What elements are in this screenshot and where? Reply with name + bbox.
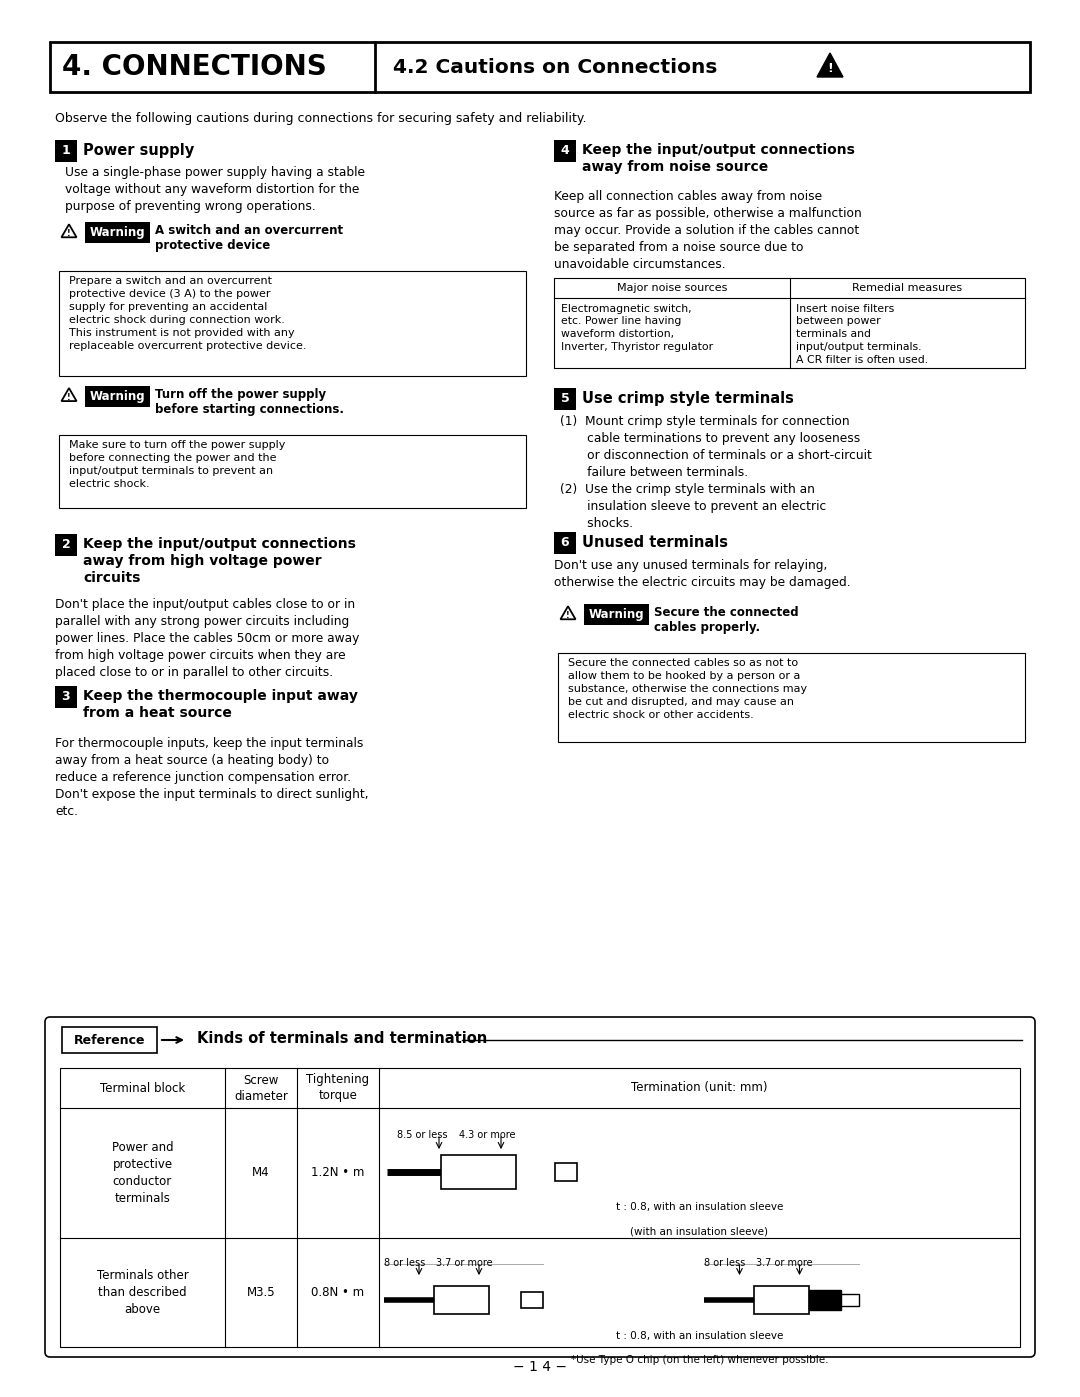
Text: Secure the connected cables so as not to
allow them to be hooked by a person or : Secure the connected cables so as not to… <box>568 658 807 721</box>
Text: 4.3 or more: 4.3 or more <box>459 1130 515 1140</box>
FancyBboxPatch shape <box>50 42 1030 92</box>
Circle shape <box>527 1165 541 1179</box>
Text: Power and
protective
conductor
terminals: Power and protective conductor terminals <box>111 1141 173 1206</box>
FancyBboxPatch shape <box>554 278 1025 367</box>
Text: For thermocouple inputs, keep the input terminals
away from a heat source (a hea: For thermocouple inputs, keep the input … <box>55 738 368 819</box>
FancyBboxPatch shape <box>45 1017 1035 1356</box>
Text: Don't place the input/output cables close to or in
parallel with any strong powe: Don't place the input/output cables clos… <box>55 598 360 679</box>
Text: 1: 1 <box>62 144 70 158</box>
FancyBboxPatch shape <box>584 604 649 626</box>
FancyBboxPatch shape <box>62 1027 157 1053</box>
Text: 8.5 or less: 8.5 or less <box>397 1130 447 1140</box>
Text: 1.2N • m: 1.2N • m <box>311 1166 365 1179</box>
FancyBboxPatch shape <box>554 532 576 555</box>
Text: 4.2 Cautions on Connections: 4.2 Cautions on Connections <box>393 57 717 77</box>
FancyBboxPatch shape <box>554 388 576 409</box>
FancyBboxPatch shape <box>85 222 150 243</box>
Text: Use crimp style terminals: Use crimp style terminals <box>582 391 794 407</box>
Text: Keep all connection cables away from noise
source as far as possible, otherwise : Keep all connection cables away from noi… <box>554 190 862 271</box>
Text: 8 or less: 8 or less <box>384 1259 426 1268</box>
Text: M3.5: M3.5 <box>246 1287 275 1299</box>
FancyBboxPatch shape <box>85 386 150 408</box>
Text: Terminal block: Terminal block <box>99 1081 185 1094</box>
Text: Keep the input/output connections
away from high voltage power
circuits: Keep the input/output connections away f… <box>83 536 356 585</box>
FancyBboxPatch shape <box>59 434 526 509</box>
Text: 3: 3 <box>62 690 70 704</box>
FancyBboxPatch shape <box>555 1162 577 1180</box>
Text: Warning: Warning <box>90 226 146 239</box>
Text: M4: M4 <box>253 1166 270 1179</box>
FancyBboxPatch shape <box>441 1155 516 1189</box>
Text: !: ! <box>827 61 833 74</box>
Text: Tightening
torque: Tightening torque <box>307 1073 369 1102</box>
Text: Observe the following cautions during connections for securing safety and reliab: Observe the following cautions during co… <box>55 112 586 124</box>
FancyBboxPatch shape <box>810 1289 841 1310</box>
Text: 3.7 or more: 3.7 or more <box>436 1259 492 1268</box>
FancyBboxPatch shape <box>434 1287 489 1315</box>
Text: !: ! <box>67 229 71 237</box>
Text: *Use Type O chip (on the left) whenever possible.: *Use Type O chip (on the left) whenever … <box>570 1355 828 1365</box>
Polygon shape <box>816 53 843 77</box>
Text: Secure the connected
cables properly.: Secure the connected cables properly. <box>654 606 798 634</box>
Text: Insert noise filters
between power
terminals and
input/output terminals.
A CR fi: Insert noise filters between power termi… <box>797 303 929 365</box>
Text: Keep the thermocouple input away
from a heat source: Keep the thermocouple input away from a … <box>83 689 357 719</box>
Text: A switch and an overcurrent
protective device: A switch and an overcurrent protective d… <box>156 224 343 253</box>
FancyBboxPatch shape <box>55 140 77 162</box>
Text: t : 0.8, with an insulation sleeve: t : 0.8, with an insulation sleeve <box>616 1331 783 1341</box>
Text: Major noise sources: Major noise sources <box>617 282 727 293</box>
FancyBboxPatch shape <box>558 652 1025 742</box>
Text: Turn off the power supply
before starting connections.: Turn off the power supply before startin… <box>156 388 345 416</box>
FancyBboxPatch shape <box>521 1292 543 1308</box>
Text: Prepare a switch and an overcurrent
protective device (3 A) to the power
supply : Prepare a switch and an overcurrent prot… <box>69 277 307 351</box>
Text: Use a single-phase power supply having a stable
voltage without any waveform dis: Use a single-phase power supply having a… <box>65 166 365 212</box>
Text: 6: 6 <box>561 536 569 549</box>
Text: 5: 5 <box>561 393 569 405</box>
Text: Terminals other
than described
above: Terminals other than described above <box>96 1268 188 1316</box>
FancyBboxPatch shape <box>55 534 77 556</box>
FancyBboxPatch shape <box>60 1067 1020 1347</box>
Text: (with an insulation sleeve): (with an insulation sleeve) <box>631 1227 769 1236</box>
FancyBboxPatch shape <box>59 271 526 376</box>
Text: 2: 2 <box>62 538 70 552</box>
Text: Termination (unit: mm): Termination (unit: mm) <box>631 1081 768 1094</box>
Text: Warning: Warning <box>90 390 146 404</box>
Text: Kinds of terminals and termination: Kinds of terminals and termination <box>197 1031 487 1046</box>
Text: !: ! <box>67 393 71 402</box>
FancyBboxPatch shape <box>841 1294 860 1306</box>
Text: 0.8N • m: 0.8N • m <box>311 1287 365 1299</box>
Text: t : 0.8, with an insulation sleeve: t : 0.8, with an insulation sleeve <box>616 1201 783 1213</box>
Text: Power supply: Power supply <box>83 142 194 158</box>
FancyBboxPatch shape <box>755 1287 810 1315</box>
Circle shape <box>498 1294 510 1306</box>
Text: 3.7 or more: 3.7 or more <box>756 1259 813 1268</box>
Text: Electromagnetic switch,
etc. Power line having
waveform distortion,
Inverter, Th: Electromagnetic switch, etc. Power line … <box>561 303 713 352</box>
Text: Warning: Warning <box>589 608 645 622</box>
FancyBboxPatch shape <box>55 686 77 708</box>
Text: Make sure to turn off the power supply
before connecting the power and the
input: Make sure to turn off the power supply b… <box>69 440 285 489</box>
Text: (1)  Mount crimp style terminals for connection
       cable terminations to pre: (1) Mount crimp style terminals for conn… <box>561 415 872 529</box>
Text: 4: 4 <box>561 144 569 158</box>
Text: Remedial measures: Remedial measures <box>852 282 962 293</box>
Text: !: ! <box>566 610 570 620</box>
Text: Keep the input/output connections
away from noise source: Keep the input/output connections away f… <box>582 142 855 175</box>
Text: 4. CONNECTIONS: 4. CONNECTIONS <box>62 53 327 81</box>
FancyBboxPatch shape <box>554 140 576 162</box>
Text: − 1 4 −: − 1 4 − <box>513 1361 567 1375</box>
Text: Reference: Reference <box>73 1034 145 1046</box>
Text: Unused terminals: Unused terminals <box>582 535 728 550</box>
Text: 8 or less: 8 or less <box>704 1259 746 1268</box>
Text: Screw
diameter: Screw diameter <box>234 1073 288 1102</box>
Text: Don't use any unused terminals for relaying,
otherwise the electric circuits may: Don't use any unused terminals for relay… <box>554 559 851 590</box>
